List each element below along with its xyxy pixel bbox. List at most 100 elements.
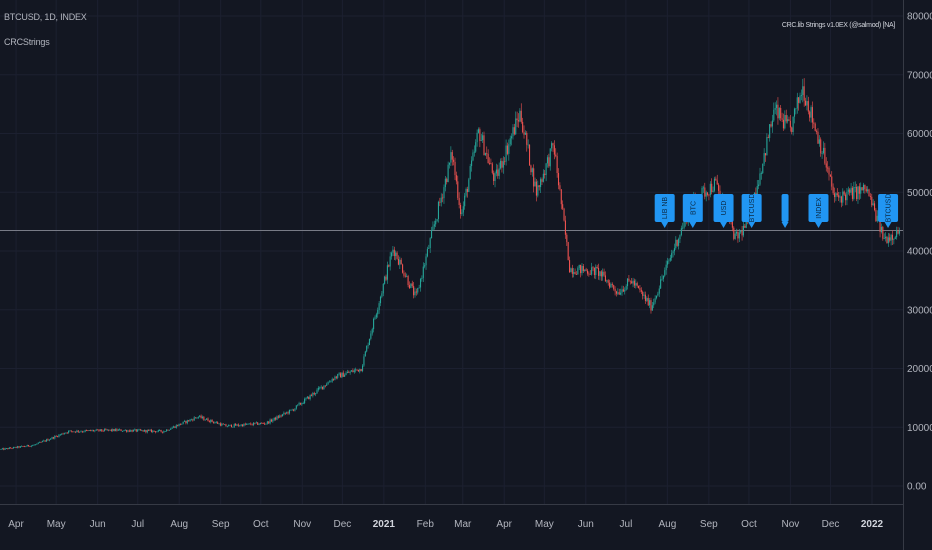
label-text: BTCUSD [886, 194, 893, 223]
label-pointer [689, 222, 697, 228]
candle-body [308, 396, 310, 400]
candle-body [182, 421, 184, 424]
symbol-legend[interactable]: BTCUSD, 1D, INDEX [4, 12, 87, 22]
candle-body [373, 318, 375, 330]
candle-body [62, 433, 64, 435]
candle-body [871, 196, 873, 206]
candle-body [403, 272, 405, 276]
candle-body [682, 227, 684, 229]
candle-body [782, 119, 785, 129]
candle-body [556, 156, 558, 174]
candle-body [407, 276, 409, 286]
candle-body [774, 108, 776, 110]
candle-body [734, 233, 736, 239]
candle-body [582, 266, 584, 271]
candle-body [371, 329, 373, 334]
candle-body [12, 447, 14, 449]
candle-body [402, 264, 404, 273]
candle-body [164, 431, 166, 432]
candle-body [269, 419, 271, 424]
candle-body [883, 238, 885, 240]
candle-body [66, 432, 68, 434]
candle-body [466, 189, 468, 192]
candle-body [464, 195, 466, 207]
candle-body [661, 278, 663, 280]
candle-body [192, 419, 194, 421]
string-label[interactable] [781, 194, 789, 228]
string-label[interactable]: BTCUSD [878, 194, 899, 228]
label-box [781, 194, 789, 222]
candle-body [570, 268, 572, 273]
candle-body [551, 143, 553, 149]
candle-body [116, 429, 118, 431]
candle-body [479, 129, 481, 141]
string-label[interactable]: INDEX [808, 194, 829, 228]
candle-body [230, 424, 233, 428]
candle-body [644, 294, 647, 301]
candle-body [718, 184, 720, 191]
candle-body [163, 431, 165, 433]
candle-body [501, 160, 503, 168]
candle-body [320, 386, 322, 388]
x-tick-label: Oct [253, 519, 269, 530]
candle-body [756, 186, 758, 198]
candle-body [614, 288, 616, 292]
candle-body [468, 179, 470, 192]
candle-body [515, 118, 517, 135]
y-tick-label: 70000.00 [907, 70, 932, 81]
candle-body [851, 187, 854, 199]
candle-body [284, 412, 286, 414]
indicator-legend[interactable]: CRCStrings [4, 37, 50, 47]
candle-body [254, 422, 256, 424]
candle-body [876, 215, 878, 222]
candle-body [172, 426, 175, 428]
x-tick-label: Dec [822, 519, 840, 530]
candle-body [268, 421, 270, 424]
candle-body [362, 365, 364, 372]
candle-body [189, 419, 191, 422]
candle-body [8, 447, 10, 449]
candle-body [105, 429, 107, 430]
candle-body [867, 189, 869, 192]
candle-body [591, 267, 593, 275]
candle-body [545, 163, 547, 176]
candle-body [178, 423, 180, 427]
x-tick-label: Oct [741, 519, 757, 530]
candle-body [472, 152, 474, 161]
candle-body [211, 419, 213, 422]
candle-body [139, 429, 141, 431]
candle-body [802, 86, 804, 96]
candle-body [451, 152, 453, 160]
candle-body [817, 131, 819, 144]
y-tick-label: 40000.00 [907, 247, 932, 258]
time-axis[interactable]: Apr May Jun Jul Aug Sep Oct Nov Dec 2021 Feb Mar Apr… [8, 519, 883, 530]
candle-body [484, 153, 486, 156]
candle-body [469, 166, 471, 180]
string-label[interactable]: LIB NB [654, 194, 675, 228]
candle-body [92, 430, 95, 432]
label-pointer [661, 222, 669, 228]
candle-body [828, 167, 830, 175]
price-axis[interactable]: 0.00 10000.00 20000.00 30000.00 40000.00 5000… [907, 12, 932, 493]
candle-body [181, 423, 183, 425]
string-label[interactable]: BTCUSD [741, 194, 762, 228]
candle-body [327, 382, 329, 385]
candle-body [280, 415, 282, 417]
candle-body [396, 252, 398, 259]
candle-body [658, 288, 660, 294]
candle-body [471, 160, 473, 167]
candle-body [671, 253, 673, 258]
candle-body [81, 431, 83, 433]
string-label[interactable]: BTC [682, 194, 703, 228]
candle-body [581, 266, 583, 274]
candle-body [708, 194, 710, 196]
candle-body [773, 109, 775, 121]
candle-body [602, 271, 604, 277]
candle-body [248, 423, 250, 425]
candle-body [548, 157, 550, 167]
candle-body [5, 448, 8, 449]
candle-body [411, 283, 413, 287]
string-label[interactable]: USD [713, 194, 734, 228]
candle-body [766, 137, 768, 156]
